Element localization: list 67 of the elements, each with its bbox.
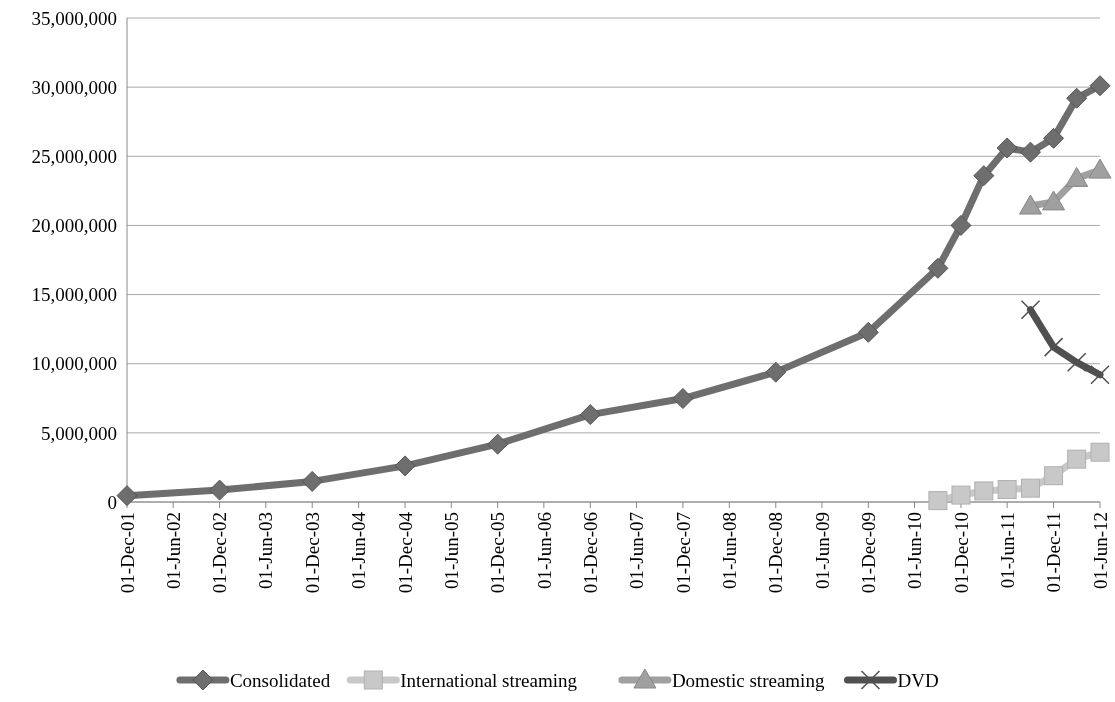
- x-tick-label: 01-Dec-10: [950, 512, 972, 594]
- point: [487, 433, 509, 455]
- point: [951, 485, 971, 505]
- x-tick-label: 01-Jun-11: [996, 512, 1018, 589]
- point: [1020, 300, 1041, 320]
- x-tick-label: 01-Jun-10: [904, 512, 926, 590]
- x-tick-label: 01-Dec-01: [116, 512, 138, 594]
- point: [1044, 466, 1064, 486]
- point: [1089, 75, 1111, 97]
- point: [209, 479, 231, 501]
- point: [1066, 352, 1087, 373]
- x-tick-label: 01-Dec-02: [209, 512, 231, 594]
- y-tick-label: 30,000,000: [31, 76, 117, 98]
- point: [672, 388, 694, 410]
- legend-label: DVD: [897, 669, 939, 691]
- y-tick-label: 35,000,000: [31, 7, 117, 29]
- x-tick-label: 01-Dec-04: [394, 511, 416, 594]
- legend-label: Domestic streaming: [671, 669, 825, 691]
- x-tick-label: 01-Dec-11: [1043, 512, 1065, 593]
- y-tick-label: 20,000,000: [31, 215, 117, 237]
- point: [116, 485, 138, 507]
- x-tick-label: 01-Jun-03: [255, 512, 277, 590]
- point: [997, 480, 1017, 500]
- point: [927, 257, 949, 279]
- x-tick-label: 01-Dec-08: [765, 512, 787, 594]
- x-tick-label: 01-Jun-12: [1089, 512, 1111, 590]
- x-tick-label: 01-Dec-09: [858, 512, 880, 594]
- y-tick-label: 15,000,000: [31, 284, 117, 306]
- point: [996, 137, 1018, 159]
- point: [1043, 127, 1065, 149]
- x-tick-label: 01-Dec-06: [579, 512, 601, 594]
- x-tick-label: 01-Jun-06: [533, 512, 555, 590]
- point: [974, 481, 994, 501]
- x-tick-label: 01-Jun-04: [348, 511, 370, 590]
- point: [394, 455, 416, 477]
- point: [1018, 194, 1042, 215]
- x-tick-label: 01-Jun-02: [162, 512, 184, 590]
- x-tick-label: 01-Jun-08: [718, 512, 740, 590]
- x-tick-label: 01-Jun-09: [811, 512, 833, 590]
- point: [579, 404, 601, 426]
- point: [765, 361, 787, 383]
- point: [857, 321, 879, 343]
- point: [1020, 478, 1040, 498]
- y-tick-label: 0: [107, 491, 117, 513]
- point: [950, 214, 972, 236]
- point: [1088, 158, 1112, 179]
- point: [1065, 166, 1089, 187]
- point: [1090, 365, 1110, 385]
- x-tick-label: 01-Dec-03: [301, 512, 323, 594]
- point: [1066, 87, 1088, 109]
- point: [1067, 449, 1087, 469]
- x-tick-label: 01-Jun-07: [626, 512, 648, 590]
- legend-label: International streaming: [400, 669, 578, 691]
- x-tick-label: 01-Dec-07: [672, 512, 694, 594]
- point: [1042, 190, 1066, 211]
- point: [301, 470, 323, 492]
- y-tick-label: 10,000,000: [31, 353, 117, 375]
- point: [1090, 442, 1110, 462]
- x-tick-label: 01-Jun-05: [440, 512, 462, 590]
- x-tick-label: 01-Dec-05: [487, 512, 509, 594]
- point: [1043, 337, 1064, 357]
- y-tick-label: 5,000,000: [41, 422, 117, 444]
- point: [973, 165, 995, 187]
- point: [1019, 141, 1041, 163]
- point: [928, 491, 948, 511]
- y-tick-label: 25,000,000: [31, 145, 117, 167]
- legend-label: Consolidated: [229, 669, 331, 691]
